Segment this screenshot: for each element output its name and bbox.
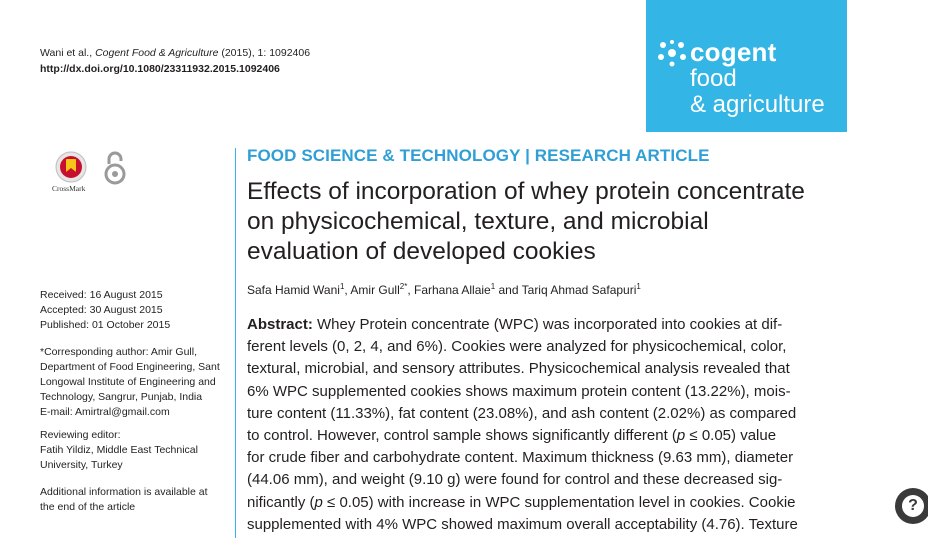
crossmark-badge[interactable]: CrossMark: [52, 150, 90, 194]
journal-name: Cogent Food & Agriculture: [95, 47, 219, 59]
cogent-dots-icon: [658, 40, 686, 67]
abstract-line: nificantly (p ≤ 0.05) with increase in W…: [247, 493, 796, 511]
column-divider: [235, 148, 236, 538]
abstract-line: to control. However, control sample show…: [247, 427, 777, 445]
additional-info-line: the end of the article: [40, 501, 136, 513]
author-name[interactable]: Safa Hamid Wani: [247, 283, 340, 297]
article-title: Effects of incorporation of whey protein…: [247, 177, 867, 267]
reviewing-editor: Reviewing editor: Fatih Yildiz, Middle E…: [40, 428, 230, 473]
crossmark-icon: [55, 151, 87, 183]
editor-line: Fatih Yildiz, Middle East Technical: [40, 444, 198, 456]
correspondence-line: Department of Food Engineering, Sant: [40, 361, 220, 373]
help-button[interactable]: ?: [895, 488, 928, 524]
open-access-lock-icon: [104, 151, 126, 185]
published-date: Published: 01 October 2015: [40, 319, 171, 331]
brand-line-3: & agriculture: [690, 91, 825, 118]
doi-link[interactable]: http://dx.doi.org/10.1080/23311932.2015.…: [40, 63, 280, 75]
accepted-date: Accepted: 30 August 2015: [40, 304, 163, 316]
title-line: Effects of incorporation of whey protein…: [247, 178, 805, 205]
crossmark-label: CrossMark: [52, 184, 86, 193]
received-date: Received: 16 August 2015: [40, 289, 163, 301]
affiliation-marker: 2*: [399, 282, 408, 291]
affiliation-marker: 1: [339, 282, 345, 291]
abstract-label: Abstract:: [247, 316, 313, 333]
abstract: Abstract: Whey Protein concentrate (WPC)…: [247, 314, 847, 536]
author-name[interactable]: Amir Gull: [350, 283, 400, 297]
article-badges: CrossMark: [52, 150, 142, 196]
question-mark-icon: ?: [902, 495, 924, 517]
title-line: evaluation of developed cookies: [247, 238, 596, 265]
abstract-line: supplemented with 4% WPC showed maximum …: [247, 515, 798, 533]
citation-line: Wani et al., Cogent Food & Agriculture (…: [40, 47, 311, 59]
additional-info-line: Additional information is available at: [40, 486, 208, 498]
author-list: Safa Hamid Wani1, Amir Gull2*, Farhana A…: [247, 282, 641, 297]
editor-heading: Reviewing editor:: [40, 429, 121, 441]
correspondence-line: Technology, Sangrur, Punjab, India: [40, 391, 203, 403]
correspondence-line: Longowal Institute of Engineering and: [40, 376, 216, 388]
brand-line-2: food: [690, 65, 737, 92]
abstract-line: Abstract: Whey Protein concentrate (WPC)…: [247, 316, 783, 333]
citation-block: Wani et al., Cogent Food & Agriculture (…: [40, 45, 310, 77]
abstract-line: 6% WPC supplemented cookies shows maximu…: [247, 382, 791, 400]
correspondence-email-line: E-mail: Amirtral@gmail.com: [40, 406, 170, 418]
corresponding-author: *Corresponding author: Amir Gull, Depart…: [40, 345, 230, 420]
title-line: on physicochemical, texture, and microbi…: [247, 208, 709, 235]
section-label: FOOD SCIENCE & TECHNOLOGY | RESEARCH ART…: [247, 146, 710, 165]
affiliation-marker: 1: [636, 282, 641, 291]
author-name[interactable]: Farhana Allaie: [413, 283, 491, 297]
publication-dates: Received: 16 August 2015 Accepted: 30 Au…: [40, 288, 230, 333]
brand-line-1: cogent: [690, 37, 777, 67]
author-name[interactable]: Tariq Ahmad Safapuri: [521, 283, 637, 297]
abstract-line: for crude fiber and carbohydrate content…: [247, 449, 794, 467]
abstract-line: ferent levels (0, 2, 4, and 6%). Cookies…: [247, 338, 787, 356]
abstract-line: (44.06 mm), and weight (9.10 g) were fou…: [247, 471, 783, 489]
editor-line: University, Turkey: [40, 459, 123, 471]
journal-brand-logo: cogent food & agriculture: [646, 0, 847, 132]
abstract-line: textural, microbial, and sensory attribu…: [247, 360, 790, 378]
additional-info-note: Additional information is available at t…: [40, 485, 230, 515]
affiliation-marker: 1: [490, 282, 496, 291]
email-link[interactable]: Amirtral@gmail.com: [75, 406, 170, 418]
abstract-line: ture content (11.33%), fat content (23.0…: [247, 404, 797, 422]
correspondence-line: *Corresponding author: Amir Gull,: [40, 346, 197, 358]
